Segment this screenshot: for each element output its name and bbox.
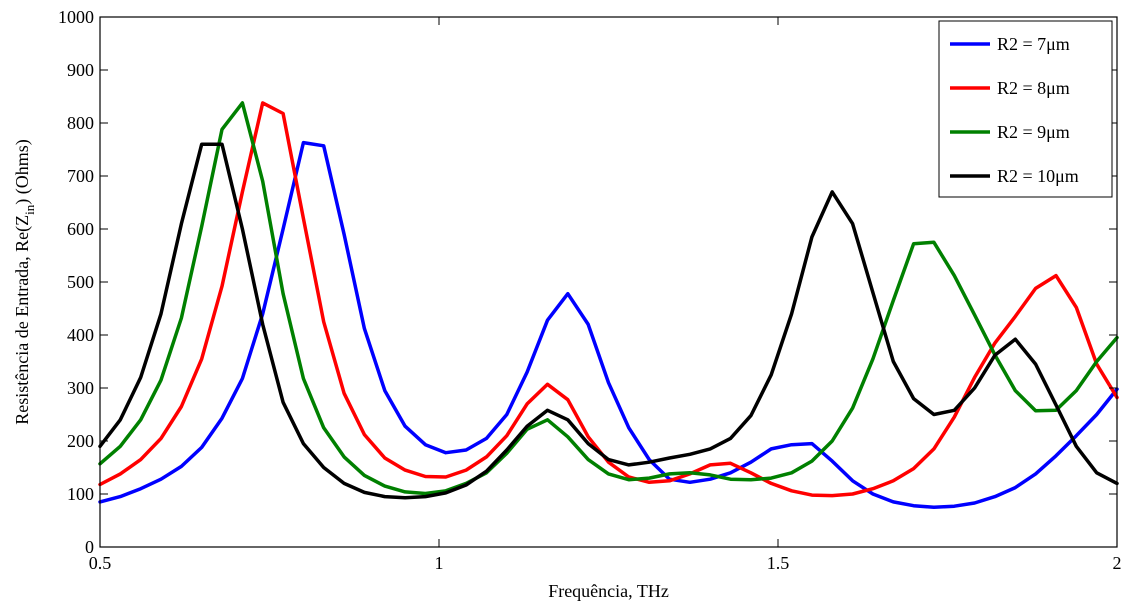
y-tick-label: 600 xyxy=(67,219,94,239)
x-tick-label: 0.5 xyxy=(89,553,112,573)
y-axis-title-subscript: in xyxy=(22,204,37,215)
x-tick-label: 2 xyxy=(1113,553,1122,573)
y-axis-title-main: Resistência de Entrada, Re(Z xyxy=(12,215,33,425)
y-tick-label: 100 xyxy=(67,484,94,504)
y-tick-label: 0 xyxy=(85,537,94,557)
y-axis-title: Resistência de Entrada, Re(Zin) (Ohms) xyxy=(12,139,37,425)
y-tick-label: 200 xyxy=(67,431,94,451)
legend-box xyxy=(938,20,1113,198)
legend-label: R2 = 9μm xyxy=(997,122,1070,142)
series-line xyxy=(98,101,1119,496)
x-tick-label: 1.5 xyxy=(767,553,790,573)
y-tick-label: 400 xyxy=(67,325,94,345)
legend-label: R2 = 10μm xyxy=(997,166,1079,186)
y-tick-label: 1000 xyxy=(58,7,94,27)
series-layer xyxy=(98,101,1119,510)
series-line xyxy=(98,142,1119,500)
legend-label: R2 = 8μm xyxy=(997,78,1070,98)
y-tick-label: 300 xyxy=(67,378,94,398)
legend-label: R2 = 7μm xyxy=(997,34,1070,54)
series-line xyxy=(98,140,1119,510)
y-axis-title-end: ) (Ohms) xyxy=(12,139,33,205)
series-line xyxy=(98,101,1119,498)
x-axis-title: Frequência, THz xyxy=(548,581,669,601)
ticks-layer: 0.5 1 1.5 2 0 100 200 300 400 500 600 700 800 900 1000 xyxy=(58,7,1122,573)
x-tick-label: 1 xyxy=(435,553,444,573)
y-tick-label: 900 xyxy=(67,60,94,80)
y-tick-label: 500 xyxy=(67,272,94,292)
y-tick-label: 700 xyxy=(67,166,94,186)
y-tick-label: 800 xyxy=(67,113,94,133)
legend: R2 = 7μm R2 = 8μm R2 = 9μm R2 = 10μm xyxy=(938,20,1113,198)
